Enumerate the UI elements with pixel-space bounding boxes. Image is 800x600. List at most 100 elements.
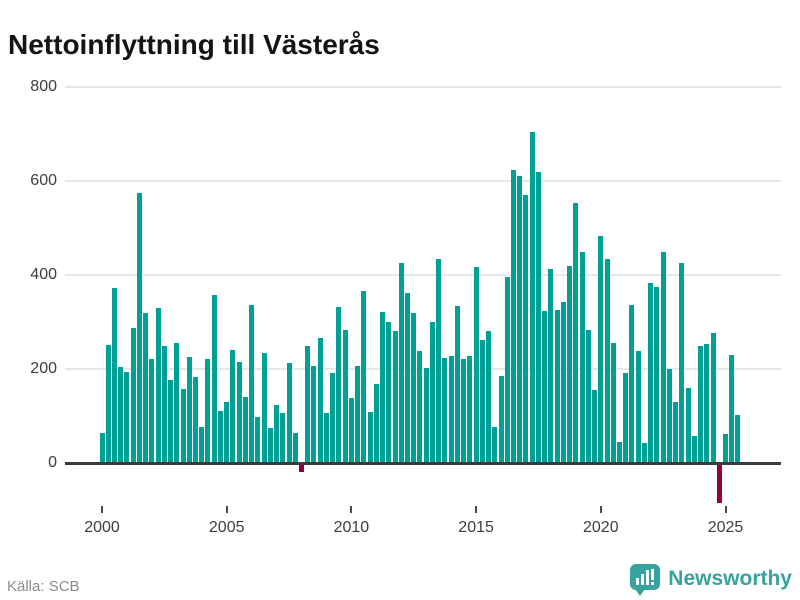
bar-2008K3	[311, 366, 317, 463]
x-axis-label-2005: 2005	[208, 519, 245, 536]
bar-2013K3	[436, 259, 442, 463]
bar-2011K1	[373, 384, 379, 463]
bar-2006K3	[261, 353, 267, 463]
bar-2014K1	[448, 356, 454, 463]
x-tick-2025	[724, 506, 727, 513]
bar-2022K4	[666, 369, 672, 463]
logo-bar-icon	[646, 570, 650, 585]
x-tick-2010	[350, 506, 353, 513]
bar-2002K1	[149, 358, 155, 463]
logo-exclamation-dot	[651, 582, 655, 585]
bar-2020K4	[617, 442, 622, 463]
x-axis-label-2025: 2025	[707, 519, 744, 536]
bar-2015K4	[492, 426, 498, 463]
bar-2020K1	[598, 236, 604, 463]
source-note: Källa: SCB	[7, 578, 80, 595]
chart-title: Nettoinflyttning till Västerås	[8, 28, 380, 60]
x-axis-label-2000: 2000	[84, 519, 120, 536]
bar-2009K3	[336, 307, 342, 463]
bar-2003K3	[186, 357, 192, 463]
bar-2013K1	[423, 368, 429, 463]
x-tick-2015	[475, 506, 478, 513]
bar-2004K1	[199, 426, 205, 463]
bar-2012K3	[411, 313, 417, 463]
bar-2017K4	[542, 311, 548, 463]
bar-2004K3	[211, 295, 217, 463]
bar-2019K2	[579, 252, 585, 463]
gridline-800	[65, 86, 781, 88]
bar-2003K1	[174, 343, 180, 463]
bar-2017K1	[523, 194, 529, 463]
bar-2021K2	[629, 304, 635, 463]
bar-2024K3	[710, 332, 716, 463]
bar-2019K4	[592, 389, 598, 463]
bar-2002K2	[155, 307, 161, 463]
bar-2015K3	[486, 331, 492, 463]
brand-logo: Newsworthy	[630, 562, 792, 596]
bar-2019K3	[585, 329, 591, 463]
bar-2018K2	[554, 309, 560, 463]
gridline-200	[65, 368, 781, 370]
bar-2012K4	[417, 351, 423, 463]
bar-2024K2	[704, 344, 710, 463]
gridline-600	[65, 180, 781, 182]
bar-2001K3	[136, 192, 142, 463]
bar-2004K2	[205, 358, 211, 463]
bar-2010K3	[361, 291, 367, 463]
bar-negative-2008K1	[299, 465, 305, 473]
bar-2000K1	[99, 433, 105, 463]
bar-2008K2	[305, 346, 311, 463]
logo-exclamation-icon	[651, 569, 655, 580]
bar-2013K4	[442, 358, 448, 463]
bar-2003K4	[193, 377, 199, 463]
bar-2005K3	[236, 361, 242, 463]
bar-2023K4	[691, 435, 697, 463]
bar-2010K1	[348, 398, 354, 463]
x-axis-label-2020: 2020	[583, 519, 619, 536]
bar-2020K2	[604, 259, 610, 463]
bar-2025K3	[735, 414, 741, 463]
bar-2009K4	[342, 330, 348, 463]
bar-2007K3	[286, 362, 292, 463]
x-axis-label-2010: 2010	[333, 519, 370, 536]
bar-2002K4	[168, 379, 174, 463]
bar-2002K3	[161, 345, 167, 463]
bar-2001K1	[124, 372, 130, 463]
bar-2018K3	[560, 302, 566, 463]
bar-2022K3	[660, 252, 666, 463]
bar-2010K2	[355, 365, 361, 463]
x-tick-2000	[101, 506, 103, 513]
bar-2005K1	[224, 401, 230, 463]
bar-2001K4	[143, 312, 149, 463]
bar-2006K1	[249, 304, 255, 463]
bar-2022K1	[648, 282, 654, 463]
bar-2004K4	[217, 410, 223, 463]
bar-2014K3	[461, 359, 467, 463]
bar-2003K2	[180, 388, 186, 463]
brand-name: Newsworthy	[668, 567, 792, 590]
x-axis-label-2015: 2015	[458, 519, 494, 536]
bar-2011K3	[386, 322, 392, 463]
bar-2015K1	[473, 267, 479, 463]
bar-2019K1	[573, 203, 579, 463]
bar-2011K2	[380, 311, 386, 463]
bar-2025K1	[723, 433, 728, 463]
x-tick-2005	[225, 506, 228, 513]
bar-2014K2	[454, 306, 460, 463]
bar-2025K2	[729, 354, 735, 463]
bar-2014K4	[467, 355, 473, 463]
bar-2017K3	[535, 171, 541, 463]
bar-2009K1	[323, 413, 329, 463]
bar-2018K4	[567, 265, 573, 463]
y-axis-label-200: 200	[30, 360, 57, 377]
bar-2010K4	[367, 412, 373, 463]
bar-2007K1	[274, 404, 280, 463]
bar-2016K2	[504, 276, 510, 463]
bar-2017K2	[529, 132, 535, 463]
bar-2006K2	[255, 417, 261, 463]
x-tick-2020	[599, 506, 602, 513]
bar-2005K2	[230, 350, 236, 463]
bar-2000K2	[105, 344, 111, 463]
bar-2016K1	[498, 375, 504, 463]
bar-2020K3	[610, 343, 616, 463]
